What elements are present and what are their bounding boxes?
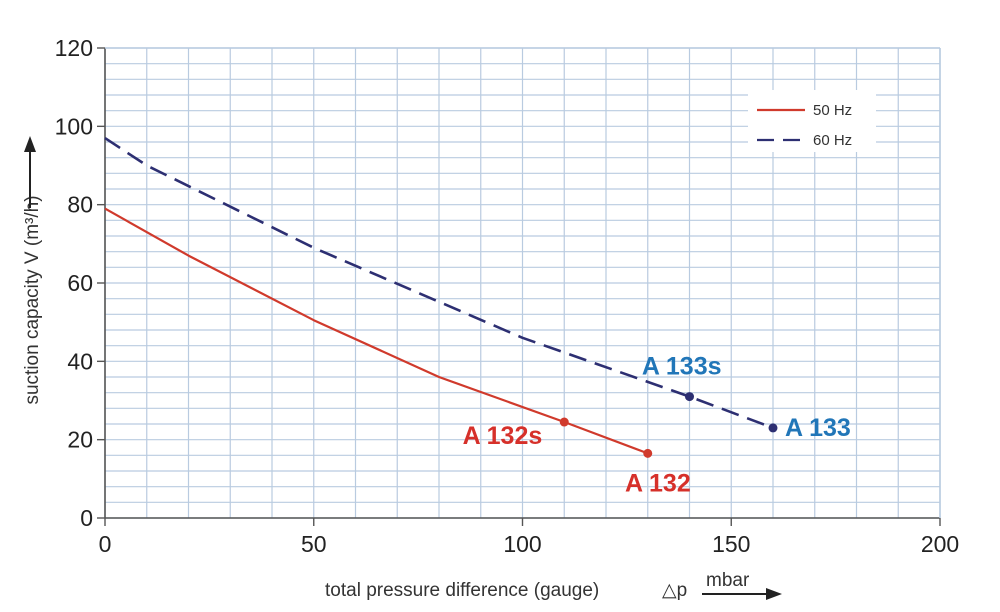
y-tick-label: 120 [55,35,93,61]
point-label: A 133 [785,414,851,442]
y-axis-arrow-head [24,136,36,152]
y-axis-title: suction capacity V (m³/h) [22,195,43,404]
x-axis-title: total pressure difference (gauge) [325,580,599,601]
x-axis-arrow-head [766,588,782,600]
y-tick-label: 80 [67,192,93,218]
y-tick-label: 60 [67,270,93,296]
legend: 50 Hz 60 Hz [748,90,876,152]
x-tick-label: 100 [503,531,541,557]
x-axis-unit: mbar [706,570,750,591]
data-point-marker [643,448,653,458]
y-tick-label: 20 [67,427,93,453]
x-tick-label: 50 [301,531,327,557]
x-axis-symbol: △p [662,580,687,601]
legend-box [748,90,876,152]
tick-labels: 0 20 40 60 80 100 120 0 50 100 150 200 [55,35,960,557]
x-tick-label: 0 [99,531,112,557]
marker-group: A 132s A 132 A 133s A 133 [463,353,851,498]
y-tick-label: 100 [55,113,93,139]
series-line-60-hz [104,137,774,430]
point-label: A 133s [642,353,722,381]
legend-label: 50 Hz [813,102,852,119]
series-line-50-hz [104,207,649,455]
data-point-marker [559,417,569,427]
x-tick-label: 150 [712,531,750,557]
axes [97,47,941,526]
point-label: A 132 [625,469,691,497]
y-tick-label: 40 [67,348,93,374]
legend-label: 60 Hz [813,132,852,149]
point-label: A 132s [463,422,543,450]
axis-titles: suction capacity V (m³/h) total pressure … [22,136,782,601]
x-tick-label: 200 [921,531,959,557]
data-point-marker [768,423,778,433]
y-tick-label: 0 [80,505,93,531]
series-group [104,137,774,455]
data-point-marker [685,392,694,402]
